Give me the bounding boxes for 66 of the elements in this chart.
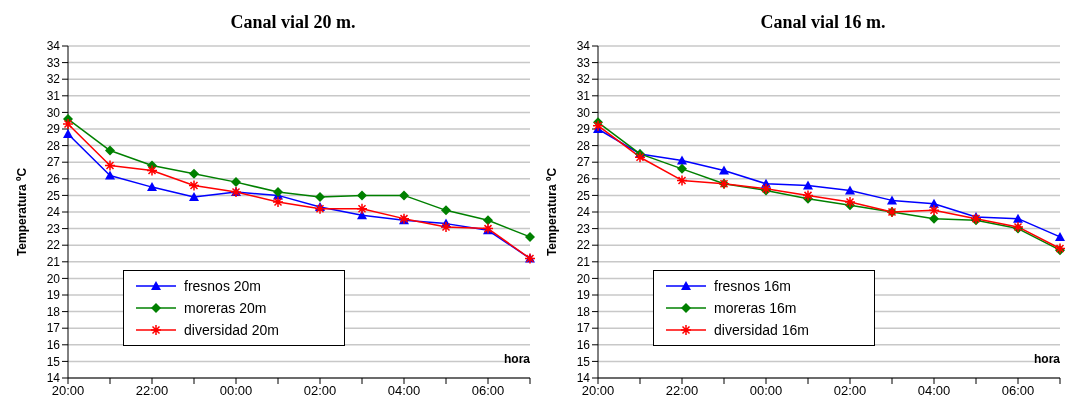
y-tick-label: 21 (576, 255, 591, 270)
y-tick-label: 21 (46, 255, 61, 270)
y-tick-label: 28 (576, 138, 591, 153)
y-tick-label: 15 (576, 354, 591, 369)
x-tick-label: 00:00 (749, 383, 783, 399)
x-tick-label: 02:00 (303, 383, 337, 399)
x-tick-label: 20:00 (581, 383, 615, 399)
legend-label: fresnos 16m (714, 278, 792, 294)
y-tick-label: 18 (576, 304, 591, 319)
y-axis-title: Temperatura ºC (15, 167, 30, 257)
y-tick-label: 33 (46, 55, 61, 70)
y-tick-label: 22 (576, 238, 591, 253)
x-tick-label: 00:00 (219, 383, 253, 399)
chart-title: Canal vial 20 m. (229, 11, 357, 34)
legend-label: fresnos 20m (184, 278, 262, 294)
y-tick-label: 32 (46, 72, 61, 87)
y-tick-label: 15 (46, 354, 61, 369)
y-tick-label: 26 (46, 172, 61, 187)
y-tick-label: 28 (46, 138, 61, 153)
x-tick-label: 20:00 (51, 383, 85, 399)
y-tick-label: 19 (46, 288, 61, 303)
y-tick-label: 30 (576, 105, 591, 120)
y-tick-label: 34 (576, 39, 591, 54)
x-tick-label: 06:00 (1001, 383, 1035, 399)
y-tick-label: 22 (46, 238, 61, 253)
x-tick-label: 22:00 (135, 383, 169, 399)
y-axis-title: Temperatura ºC (545, 167, 560, 257)
y-tick-label: 14 (46, 371, 61, 386)
y-tick-label: 25 (46, 188, 61, 203)
x-axis-title: hora (1033, 351, 1061, 366)
y-tick-label: 26 (576, 172, 591, 187)
y-tick-label: 14 (576, 371, 591, 386)
y-tick-label: 23 (576, 221, 591, 236)
y-tick-label: 30 (46, 105, 61, 120)
y-tick-label: 24 (576, 205, 591, 220)
y-tick-label: 18 (46, 304, 61, 319)
y-tick-label: 24 (46, 205, 61, 220)
y-tick-label: 20 (46, 271, 61, 286)
legend-label: moreras 20m (184, 300, 267, 316)
chart-title: Canal vial 16 m. (759, 11, 887, 34)
y-tick-label: 23 (46, 221, 61, 236)
x-tick-label: 04:00 (917, 383, 951, 399)
y-tick-label: 29 (576, 122, 591, 137)
y-tick-label: 25 (576, 188, 591, 203)
legend-label: diversidad 16m (714, 322, 809, 338)
y-tick-label: 20 (576, 271, 591, 286)
x-tick-label: 22:00 (665, 383, 699, 399)
y-tick-label: 27 (576, 155, 591, 170)
y-tick-label: 34 (46, 39, 61, 54)
y-tick-label: 19 (576, 288, 591, 303)
y-tick-label: 33 (576, 55, 591, 70)
y-tick-label: 29 (46, 122, 61, 137)
y-tick-label: 31 (576, 89, 591, 104)
y-tick-label: 27 (46, 155, 61, 170)
y-tick-label: 32 (576, 72, 591, 87)
x-axis-title: hora (503, 351, 531, 366)
legend-label: moreras 16m (714, 300, 797, 316)
x-tick-label: 02:00 (833, 383, 867, 399)
x-tick-label: 06:00 (471, 383, 505, 399)
y-tick-label: 16 (46, 338, 61, 353)
legend-label: diversidad 20m (184, 322, 279, 338)
y-tick-label: 17 (46, 321, 61, 336)
y-tick-label: 16 (576, 338, 591, 353)
x-tick-label: 04:00 (387, 383, 421, 399)
y-tick-label: 31 (46, 89, 61, 104)
y-tick-label: 17 (576, 321, 591, 336)
